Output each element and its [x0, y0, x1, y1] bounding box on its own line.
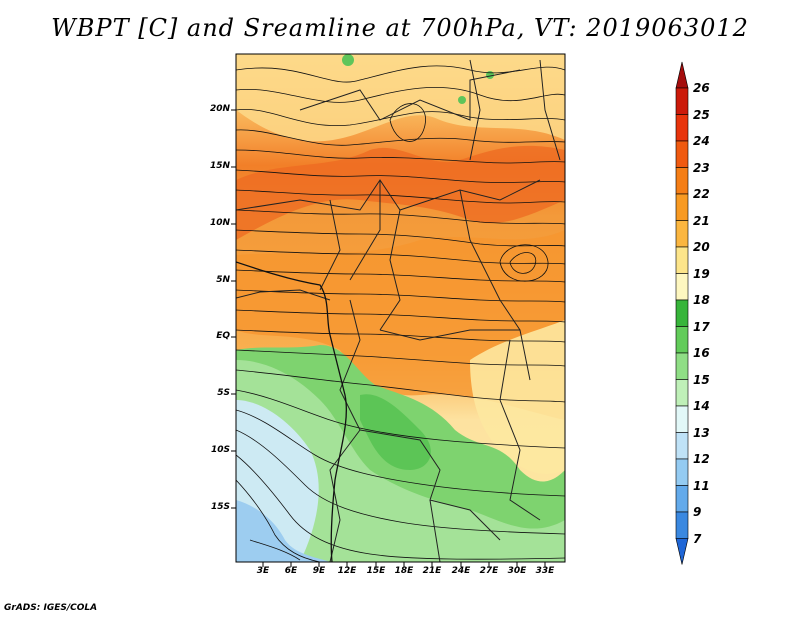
lon-label: 33E: [535, 566, 555, 576]
lon-label: 18E: [394, 566, 414, 576]
colorbar-label: 26: [693, 81, 710, 95]
colorbar-box: [675, 87, 689, 115]
colorbar-box: [675, 273, 689, 301]
colorbar-box: [675, 114, 689, 142]
lon-label: 27E: [479, 566, 499, 576]
colorbar-label: 22: [693, 187, 710, 201]
colorbar-label: 12: [693, 452, 710, 466]
colorbar-box: [675, 405, 689, 433]
lat-label: 15N: [209, 161, 230, 171]
colorbar-box: [675, 352, 689, 380]
lon-label: 30E: [507, 566, 527, 576]
lon-label: 12E: [337, 566, 357, 576]
yellow-zone-southeast: [470, 320, 565, 474]
lat-label: EQ: [216, 331, 230, 341]
colorbar-label: 18: [693, 293, 710, 307]
colorbar-label: 17: [693, 319, 710, 334]
lat-label: 10N: [209, 218, 230, 228]
colorbar-box: [675, 326, 689, 354]
colorbar-arrow-bottom: [675, 538, 689, 565]
colorbar-label: 25: [693, 107, 710, 122]
colorbar-box: [675, 458, 689, 486]
green-zone-interior: [360, 394, 431, 470]
colorbar-label: 7: [693, 531, 702, 546]
colorbar-box: [675, 511, 689, 539]
colorbar-label: 24: [693, 134, 710, 148]
colorbar-box: [675, 379, 689, 407]
lat-label: 5N: [216, 275, 230, 285]
colorbar-box: [675, 193, 689, 221]
lon-label: 24E: [451, 566, 471, 576]
colorbar-label: 13: [693, 425, 710, 440]
lightgreen-zone: [236, 360, 565, 562]
colorbar-box: [675, 220, 689, 248]
colorbar-box: [675, 246, 689, 274]
colorbar-label: 23: [693, 160, 710, 175]
lat-label: 10S: [210, 445, 230, 455]
map-title: WBPT [C] and Sreamline at 700hPa, VT: 20…: [51, 14, 749, 42]
map-frame: [235, 53, 566, 563]
map-field: [236, 54, 565, 562]
colorbar-label: 11: [693, 478, 710, 493]
green-patch: [458, 96, 466, 104]
lon-label: 6E: [284, 566, 298, 576]
colorbar-box: [675, 485, 689, 513]
lat-label: 20N: [209, 104, 230, 114]
warm-zone-north: [236, 54, 565, 142]
lon-label: 3E: [256, 566, 270, 576]
axis-ticks: [231, 109, 546, 567]
lon-label: 15E: [366, 566, 386, 576]
coastline: [236, 261, 348, 562]
lon-label: 21E: [422, 566, 442, 576]
hot-band: [236, 145, 565, 240]
colorbar-label: 19: [693, 266, 710, 281]
lon-label: 9E: [312, 566, 326, 576]
colorbar-box: [675, 167, 689, 195]
colorbar-label: 20: [693, 240, 710, 254]
cold-zone-ocean: [236, 500, 330, 562]
country-borders: [236, 59, 561, 562]
colorbar-arrow-top: [675, 61, 689, 89]
colorbar-label: 9: [693, 505, 702, 519]
colorbar-label: 16: [693, 346, 710, 360]
streamlines: [236, 65, 565, 562]
colorbar-box: [675, 299, 689, 327]
colorbar-box: [675, 140, 689, 168]
colorbar-box: [675, 432, 689, 460]
colorbar: [675, 61, 689, 565]
colorbar-label: 15: [693, 372, 710, 387]
credit-text: GrADS: IGES/COLA: [4, 603, 98, 613]
lat-label: 5S: [217, 388, 230, 398]
lat-label: 15S: [210, 502, 230, 512]
colorbar-label: 21: [693, 213, 710, 228]
green-patch: [342, 54, 354, 66]
colorbar-label: 14: [693, 399, 710, 413]
